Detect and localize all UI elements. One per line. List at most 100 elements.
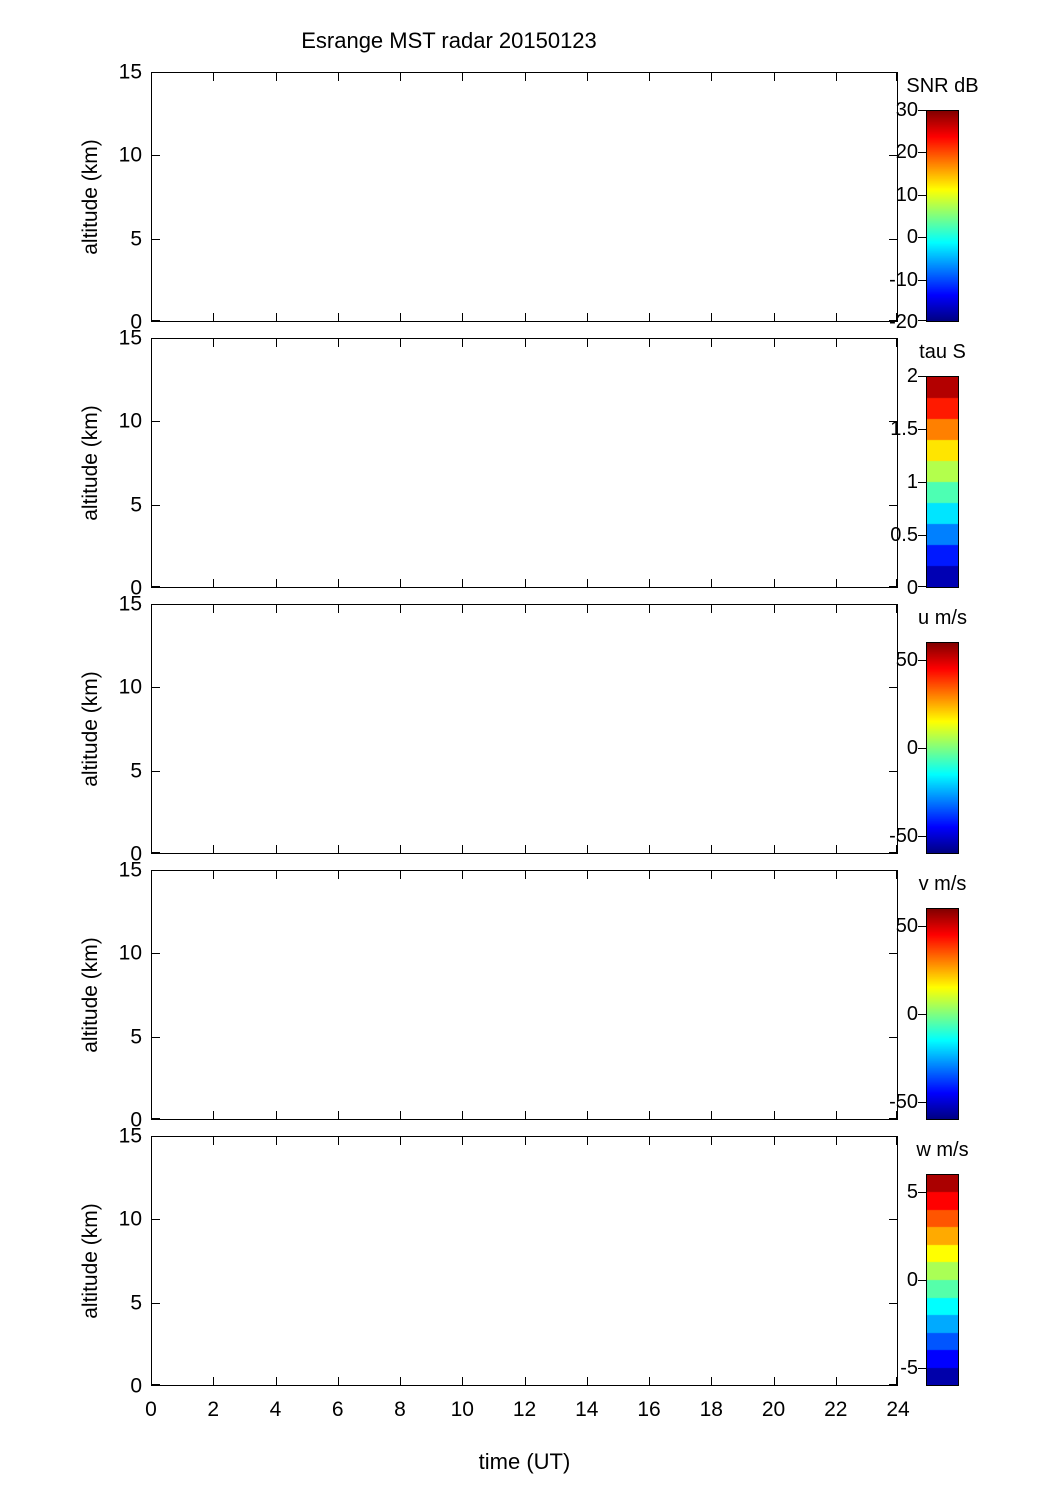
y-axis-tick-mark bbox=[889, 1219, 898, 1221]
x-axis-tick-mark bbox=[400, 870, 401, 879]
x-axis-tick-mark bbox=[586, 72, 588, 81]
y-axis-tick-mark bbox=[151, 586, 160, 588]
x-axis-tick-mark bbox=[649, 313, 650, 322]
snr-panel: altitude (km) 0 5 10 15 bbox=[79, 62, 898, 333]
x-axis-tick-label: 20 bbox=[761, 1398, 786, 1421]
colorbar-tick-mark bbox=[918, 659, 926, 661]
x-axis-tick-mark bbox=[773, 579, 775, 588]
y-axis-tick-mark bbox=[151, 604, 160, 605]
x-axis-tick-mark bbox=[711, 579, 713, 588]
x-axis-tick-mark bbox=[400, 338, 401, 347]
v-panel: altitude (km) 0 5 10 15 bbox=[79, 860, 898, 1131]
y-axis-tick-label: 15 bbox=[118, 60, 142, 84]
x-axis-tick-label: 24 bbox=[886, 1398, 910, 1421]
y-axis-tick-mark bbox=[889, 338, 898, 339]
y-axis-tick-label: 10 bbox=[118, 143, 142, 167]
x-axis-tick-mark bbox=[275, 870, 277, 879]
colorbar-tick-label: 0 bbox=[906, 1003, 918, 1025]
y-axis-tick-mark bbox=[151, 770, 160, 772]
x-axis-tick-mark bbox=[337, 604, 339, 613]
y-axis-tick-mark bbox=[889, 320, 898, 322]
colorbar-tick-label: 0 bbox=[906, 737, 918, 759]
x-axis-tick-mark bbox=[586, 579, 588, 588]
y-axis-tick-mark bbox=[889, 421, 898, 423]
x-axis-tick-mark bbox=[586, 1136, 588, 1145]
x-axis-tick-label: 10 bbox=[450, 1398, 474, 1421]
x-axis-tick-mark bbox=[896, 845, 898, 854]
x-axis-tick-mark bbox=[213, 1136, 215, 1145]
x-axis-tick-mark bbox=[649, 604, 650, 613]
u-colorbar-frame bbox=[926, 642, 959, 854]
x-axis-tick-mark bbox=[835, 72, 837, 81]
colorbar-tick-label: 50 bbox=[895, 648, 918, 671]
x-axis-tick-mark bbox=[213, 338, 215, 347]
x-axis-tick-mark bbox=[400, 579, 401, 588]
y-axis-tick-mark bbox=[151, 338, 160, 339]
x-axis-tick-mark bbox=[773, 313, 775, 322]
y-axis-tick-label: 0 bbox=[130, 1374, 142, 1398]
w-axes-frame bbox=[151, 1136, 898, 1386]
y-axis-tick-mark bbox=[151, 852, 160, 854]
colorbar-tick-label: 0 bbox=[906, 577, 918, 599]
y-axis-tick-mark bbox=[151, 504, 160, 506]
x-axis-tick-mark bbox=[586, 338, 588, 347]
colorbar-tick-mark bbox=[918, 237, 926, 239]
y-axis-tick-mark bbox=[151, 1302, 160, 1304]
tau-axes-frame bbox=[151, 338, 898, 588]
snr-axes-frame bbox=[151, 72, 898, 322]
x-axis-tick-mark bbox=[649, 1377, 650, 1386]
colorbar-tick-label: -20 bbox=[889, 311, 918, 333]
x-axis-tick-mark bbox=[400, 604, 401, 613]
colorbar-tick-label: 5 bbox=[906, 1180, 918, 1203]
x-axis-tick-mark bbox=[773, 1111, 775, 1120]
u-colorbar-title: u m/s bbox=[918, 607, 967, 629]
y-axis-tick-label: 10 bbox=[118, 1207, 142, 1231]
colorbar-tick-label: -10 bbox=[889, 268, 918, 291]
colorbar-tick-mark bbox=[918, 748, 926, 749]
x-axis-tick-mark bbox=[524, 1111, 526, 1120]
x-axis-tick-mark bbox=[649, 579, 650, 588]
colorbar-tick-mark bbox=[918, 429, 926, 430]
x-axis-tick-mark bbox=[896, 1111, 898, 1120]
x-axis-tick-mark bbox=[337, 313, 339, 322]
x-axis-tick-mark bbox=[151, 1111, 152, 1120]
y-axis-tick-mark bbox=[889, 586, 898, 588]
y-axis-tick-label: 10 bbox=[118, 941, 142, 965]
x-axis-tick-mark bbox=[711, 845, 713, 854]
y-axis-tick-label: 5 bbox=[130, 493, 142, 517]
colorbar-tick-label: 0 bbox=[906, 226, 918, 249]
x-axis-tick-mark bbox=[151, 1136, 152, 1145]
x-axis-tick-mark bbox=[337, 72, 339, 81]
colorbar-tick-label: 2 bbox=[906, 365, 918, 387]
x-axis-tick-mark bbox=[524, 313, 526, 322]
colorbar-tick-mark bbox=[918, 586, 926, 588]
x-axis-tick-mark bbox=[586, 1377, 588, 1386]
colorbar-tick-mark bbox=[918, 836, 926, 838]
x-axis-tick-mark bbox=[524, 845, 526, 854]
x-axis-tick-mark bbox=[835, 870, 837, 879]
y-axis-tick-mark bbox=[151, 1118, 160, 1120]
x-axis-tick-mark bbox=[649, 845, 650, 854]
x-axis-tick-mark bbox=[275, 604, 277, 613]
x-axis-tick-mark bbox=[213, 845, 215, 854]
x-axis-tick-mark bbox=[151, 313, 152, 322]
x-axis-tick-mark bbox=[400, 313, 401, 322]
x-axis-tick-mark bbox=[586, 870, 588, 879]
x-axis-tick-mark bbox=[400, 845, 401, 854]
x-axis-tick-mark bbox=[151, 1377, 152, 1386]
snr-colorbar-frame bbox=[926, 110, 959, 322]
x-axis-tick-mark bbox=[337, 1111, 339, 1120]
x-axis-tick-mark bbox=[773, 604, 775, 613]
x-axis-tick-label: 22 bbox=[824, 1398, 848, 1421]
w-colorbar-title: w m/s bbox=[916, 1139, 969, 1161]
x-axis-tick-mark bbox=[835, 1377, 837, 1386]
x-axis-tick-mark bbox=[711, 338, 713, 347]
x-axis-tick-mark bbox=[835, 604, 837, 613]
w-colorbar: w m/s -5 0 5 bbox=[900, 1139, 969, 1386]
x-axis-tick-mark bbox=[649, 1111, 650, 1120]
x-axis-tick-mark bbox=[896, 313, 898, 322]
y-axis-tick-mark bbox=[151, 1219, 160, 1221]
x-axis-tick-mark bbox=[462, 313, 464, 322]
y-axis-tick-mark bbox=[151, 320, 160, 322]
